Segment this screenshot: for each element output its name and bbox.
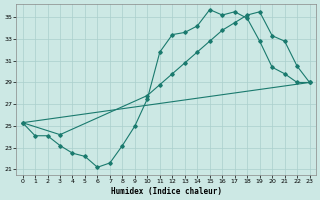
X-axis label: Humidex (Indice chaleur): Humidex (Indice chaleur) bbox=[111, 187, 221, 196]
